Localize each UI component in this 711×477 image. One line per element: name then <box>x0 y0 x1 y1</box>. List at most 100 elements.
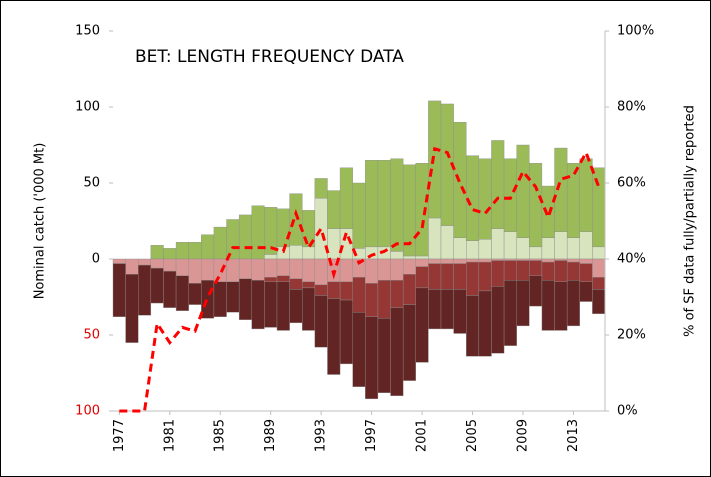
bar-segment <box>579 231 593 260</box>
bar-segment <box>302 287 316 331</box>
bar-segment <box>415 258 429 267</box>
bar-segment <box>579 263 593 282</box>
y2-tick-label: 100% <box>617 24 654 39</box>
bar-segment <box>566 237 580 260</box>
bar-segment <box>226 281 240 313</box>
bar-segment <box>402 255 416 260</box>
bar-segment <box>238 214 252 260</box>
bar-segment <box>503 258 517 261</box>
bar-segment <box>541 237 555 260</box>
bar-segment <box>289 245 303 260</box>
y2-tick-label: 80% <box>617 100 646 115</box>
bar-segment <box>428 289 442 330</box>
bar-segment <box>415 255 429 260</box>
bar-segment <box>188 283 202 305</box>
bar-segment <box>566 258 580 263</box>
bar-segment <box>138 258 152 266</box>
y-tick-label: 100 <box>75 404 100 419</box>
bar-segment <box>541 258 555 263</box>
bar-segment <box>314 284 328 296</box>
bar-segment <box>529 163 543 248</box>
bar-segment <box>365 246 379 260</box>
bar-segment <box>390 251 404 260</box>
bar-segment <box>238 258 252 279</box>
bar-segment <box>428 100 442 219</box>
bar-segment <box>264 254 278 260</box>
bar-segment <box>302 258 316 282</box>
bar-segment <box>516 260 530 281</box>
bar-segment <box>554 231 568 260</box>
bar-segment <box>579 281 593 302</box>
x-tick-label: 2005 <box>465 419 480 452</box>
bar-segment <box>579 258 593 264</box>
bar-segment <box>466 261 480 296</box>
x-tick-label: 1981 <box>162 419 177 452</box>
bar-segment <box>440 225 454 260</box>
bar-segment <box>150 267 164 304</box>
bar-segment <box>566 163 580 238</box>
bar-segment <box>390 280 404 308</box>
bar-segment <box>440 289 454 330</box>
bar-segment <box>365 258 379 284</box>
bar-segment <box>478 261 492 292</box>
bar-segment <box>554 147 568 232</box>
bar-segment <box>453 289 467 334</box>
x-tick-label: 1993 <box>314 419 329 452</box>
bar-segment <box>213 281 227 317</box>
bar-segment <box>289 278 303 290</box>
y-tick-label: 0 <box>92 252 100 267</box>
bar-segment <box>541 261 555 281</box>
bar-segment <box>251 258 265 281</box>
bar-segment <box>428 217 442 260</box>
bar-segment <box>440 263 454 290</box>
bar-segment <box>302 246 316 260</box>
x-tick-label: 1985 <box>213 419 228 452</box>
bar-segment <box>453 237 467 260</box>
bar-segment <box>150 258 164 269</box>
bar-segment <box>541 280 555 331</box>
bar-segment <box>491 286 505 354</box>
bar-segment <box>327 190 341 229</box>
bar-segment <box>529 275 543 307</box>
bar-segment <box>503 280 517 346</box>
x-tick-label: 2001 <box>415 419 430 452</box>
bar-segment <box>415 266 429 289</box>
bar-segment <box>428 258 442 264</box>
bar-segment <box>466 240 480 260</box>
y2-axis-label: % of SF data fully/partially reported <box>683 105 698 337</box>
bar-segment <box>175 242 189 260</box>
bar-segment <box>377 280 391 319</box>
bar-segment <box>402 304 416 381</box>
bar-segment <box>163 270 177 308</box>
bar-segment <box>314 178 328 199</box>
bar-segment <box>554 260 568 282</box>
bar-segment <box>163 248 177 260</box>
bar-segment <box>339 299 353 365</box>
bar-segment <box>554 258 568 261</box>
bar-segment <box>251 205 265 260</box>
bar-segment <box>516 144 530 238</box>
bar-segment <box>402 258 416 275</box>
bar-segment <box>289 289 303 324</box>
bar-segment <box>503 260 517 281</box>
bar-segment <box>339 281 353 301</box>
bar-segment <box>264 258 278 278</box>
bar-segment <box>327 228 341 260</box>
bar-segment <box>314 295 328 348</box>
bar-segment <box>150 245 164 260</box>
bar-segment <box>251 280 265 330</box>
bar-segment <box>352 182 366 249</box>
bar-segment <box>390 307 404 397</box>
x-tick-label: 1989 <box>263 419 278 452</box>
bar-segment <box>377 318 391 393</box>
bar-segment <box>592 258 606 278</box>
bar-segment <box>339 167 353 229</box>
bar-segment <box>365 316 379 400</box>
bar-segment <box>453 258 467 264</box>
x-tick-label: 1997 <box>364 419 379 452</box>
bar-segment <box>491 140 505 229</box>
x-tick-label: 2013 <box>566 419 581 452</box>
bar-segment <box>529 258 543 261</box>
bar-segment <box>352 277 366 313</box>
